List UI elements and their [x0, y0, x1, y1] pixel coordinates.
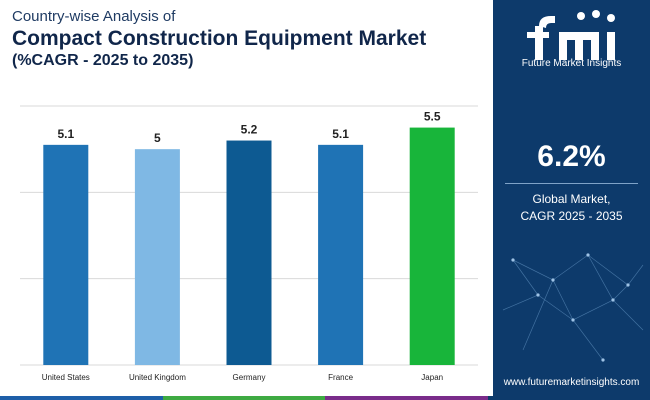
panel-divider [505, 183, 638, 184]
x-tick-label: United Kingdom [129, 373, 186, 382]
strip-segment [325, 396, 488, 400]
bar-value-label: 5.1 [332, 127, 349, 141]
x-tick-label: United States [42, 373, 90, 382]
brand-name: Future Market Insights [521, 58, 622, 69]
bar-value-label: 5.1 [57, 127, 74, 141]
summary-panel: Future Market Insights 6.2% Global Marke… [493, 0, 650, 396]
bar-4 [409, 127, 455, 365]
strip-segment [487, 396, 650, 400]
title-line-3: (%CAGR - 2025 to 2035) [12, 52, 194, 69]
fmi-logo-icon [527, 10, 615, 60]
bar-value-label: 5.2 [241, 123, 258, 137]
caption-line-1: Global Market, [532, 192, 611, 206]
strip-segment [0, 396, 163, 400]
bar-2 [226, 140, 272, 365]
title-line-2: Compact Construction Equipment Market [12, 27, 427, 50]
x-tick-label: Germany [233, 373, 266, 382]
caption-line-2: CAGR 2025 - 2035 [520, 209, 623, 223]
bar-value-label: 5 [154, 131, 161, 145]
strip-segment [162, 396, 325, 400]
chart-title-block: Country-wise Analysis of Compact Constru… [12, 8, 492, 71]
x-tick-label: Japan [421, 373, 443, 382]
title-line-1: Country-wise Analysis of [12, 8, 176, 25]
network-graphic-icon [502, 253, 644, 362]
bar-value-label: 5.5 [424, 110, 441, 124]
bar-3 [318, 144, 364, 365]
bar-1 [134, 149, 180, 365]
global-cagr-caption: Global Market, CAGR 2025 - 2035 [493, 191, 650, 225]
x-tick-label: France [328, 373, 353, 382]
bar-0 [43, 144, 89, 365]
global-cagr-value: 6.2% [537, 140, 606, 173]
bar-chart: 5.1 United States 5 United Kingdom 5.2 German… [20, 105, 478, 382]
website-url: www.futuremarketinsights.com [503, 377, 640, 388]
color-strip [0, 396, 650, 400]
